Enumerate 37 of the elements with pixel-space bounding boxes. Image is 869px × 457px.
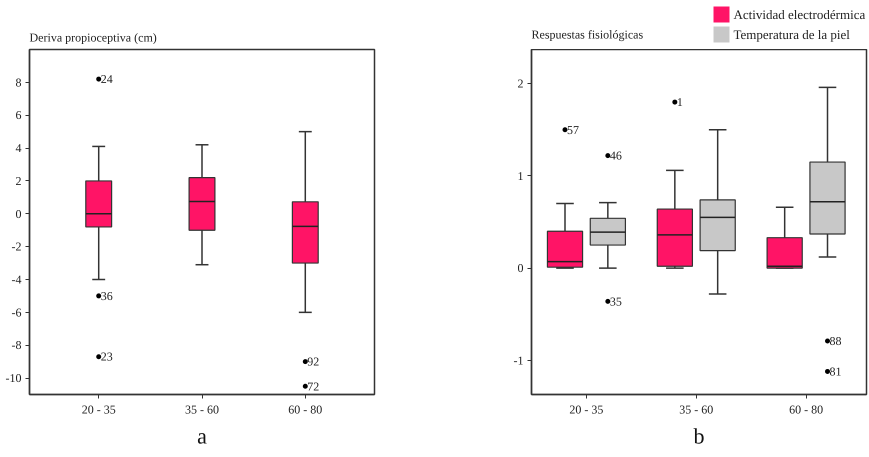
x-tick-label: 20 - 35 (569, 402, 604, 416)
y-tick-label: -2 (12, 240, 22, 254)
y-tick-label: 8 (16, 75, 22, 90)
annotation: 35 (610, 294, 622, 308)
x-tick-label: 20 - 35 (82, 402, 116, 416)
text: a (197, 424, 208, 448)
x-tick-label: 60 - 80 (789, 402, 824, 416)
annotation: 92 (307, 354, 320, 369)
x-tick-label: 60 - 80 (288, 402, 322, 416)
annotation: 36 (100, 288, 113, 303)
y-tick-label: -4 (12, 272, 22, 286)
y-tick-label: -8 (12, 338, 22, 352)
y-tick-label: 4 (16, 141, 22, 156)
y-tick-label: 1 (518, 168, 524, 183)
annotation: 57 (567, 122, 579, 137)
annotation: 72 (307, 379, 320, 394)
y-tick-label: -6 (12, 305, 22, 320)
annotation: 88 (830, 334, 842, 348)
chart-title: Deriva propioceptiva (cm) (30, 30, 157, 44)
text: b (694, 424, 704, 448)
annotation: 46 (610, 148, 622, 163)
x-tick-label: 35 - 60 (185, 402, 219, 416)
y-tick-label: 6 (16, 108, 22, 122)
y-tick-label: -10 (6, 371, 22, 386)
legend-label: Temperatura de la piel (734, 27, 850, 42)
annotation: 81 (830, 364, 842, 378)
y-tick-label: -1 (514, 353, 524, 368)
y-tick-label: 0 (518, 261, 524, 276)
annotation: 24 (100, 72, 113, 86)
annotation: 1 (676, 95, 683, 110)
annotation: 23 (100, 350, 113, 364)
x-tick-label: 35 - 60 (679, 402, 714, 416)
legend-label: Actividad electrodérmica (734, 7, 866, 22)
chart-title: Respuestas fisiológicas (532, 28, 644, 42)
y-tick-label: 2 (518, 76, 524, 91)
y-tick-label: 0 (16, 206, 22, 221)
y-tick-label: 2 (16, 174, 22, 188)
